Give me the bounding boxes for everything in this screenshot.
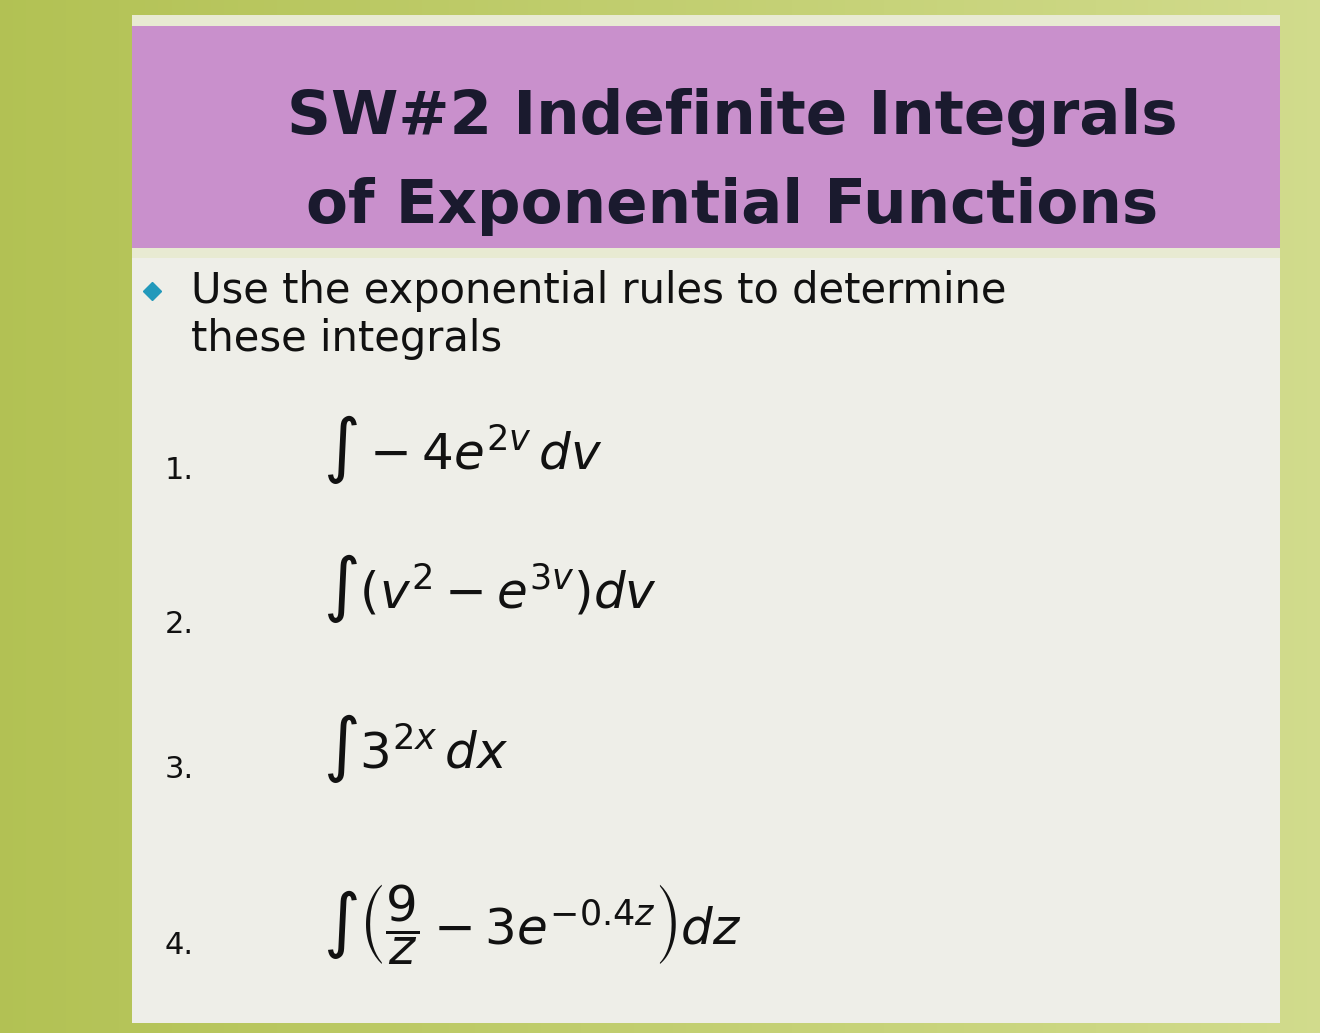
- Text: 2.: 2.: [165, 611, 194, 639]
- Text: $\int \left(v^2 - e^{3v}\right) dv$: $\int \left(v^2 - e^{3v}\right) dv$: [323, 553, 657, 625]
- Text: $\int 3^{2x}\, dx$: $\int 3^{2x}\, dx$: [323, 713, 508, 785]
- Text: 1.: 1.: [165, 456, 194, 484]
- Text: 3.: 3.: [165, 755, 194, 784]
- Text: Use the exponential rules to determine: Use the exponential rules to determine: [191, 271, 1007, 312]
- Text: SW#2 Indefinite Integrals: SW#2 Indefinite Integrals: [288, 88, 1177, 148]
- Text: these integrals: these integrals: [191, 318, 503, 359]
- Text: of Exponential Functions: of Exponential Functions: [306, 177, 1159, 237]
- Text: $\int -4e^{2v}\, dv$: $\int -4e^{2v}\, dv$: [323, 413, 603, 486]
- Bar: [132, 15, 1280, 1023]
- Text: 4.: 4.: [165, 931, 194, 960]
- Bar: [132, 258, 1280, 1023]
- Text: $\int \left(\dfrac{9}{z} - 3e^{-0.4z}\right) dz$: $\int \left(\dfrac{9}{z} - 3e^{-0.4z}\ri…: [323, 882, 742, 967]
- Bar: [132, 26, 1280, 248]
